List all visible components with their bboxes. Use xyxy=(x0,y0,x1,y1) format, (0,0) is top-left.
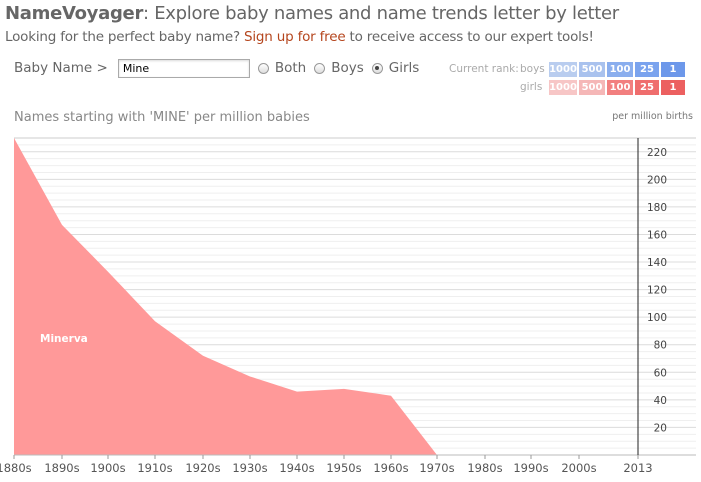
x-tick-label[interactable]: 1980s xyxy=(467,461,502,475)
x-tick-label[interactable]: 1960s xyxy=(373,461,408,475)
rank-box-boys-500[interactable]: 500 xyxy=(579,62,605,77)
y-tick-label: 180 xyxy=(647,202,667,214)
x-tick-label[interactable]: 1920s xyxy=(185,461,220,475)
x-tick-label[interactable]: 1890s xyxy=(44,461,79,475)
radio-both-icon[interactable] xyxy=(257,62,269,74)
rank-box-boys-1[interactable]: 1 xyxy=(661,62,685,77)
rank-row-label-girls: girls xyxy=(520,81,543,93)
series-label-minerva[interactable]: Minerva xyxy=(40,333,88,345)
y-tick-label: 60 xyxy=(654,367,667,379)
x-tick-label[interactable]: 1970s xyxy=(419,461,454,475)
radio-boys-icon[interactable] xyxy=(314,62,326,74)
y-tick-label: 160 xyxy=(647,229,667,241)
chart-title: Names starting with 'MINE' per million b… xyxy=(14,110,310,125)
x-tick-label[interactable]: 1910s xyxy=(137,461,172,475)
signup-link[interactable]: Sign up for free xyxy=(244,29,346,45)
x-tick-label[interactable]: 1940s xyxy=(279,461,314,475)
rank-box-girls-500[interactable]: 500 xyxy=(579,80,605,95)
y-tick-label: 20 xyxy=(654,422,667,434)
y-tick-label: 120 xyxy=(647,285,667,297)
radio-boys-label: Boys xyxy=(331,60,364,76)
radio-boys[interactable]: Boys xyxy=(314,60,364,76)
area-series-minerva[interactable] xyxy=(14,138,638,455)
subtitle-text-before: Looking for the perfect baby name? xyxy=(5,29,245,45)
search-controls: Baby Name > Both Boys Girls xyxy=(14,57,419,79)
x-tick-label[interactable]: 1900s xyxy=(90,461,125,475)
rank-box-girls-1000[interactable]: 1000 xyxy=(549,80,577,95)
x-tick-label[interactable]: 2013 xyxy=(623,461,652,475)
title-text: : Explore baby names and name trends let… xyxy=(143,3,619,24)
chart-unit-label: per million births xyxy=(612,111,693,122)
rank-box-girls-100[interactable]: 100 xyxy=(607,80,633,95)
y-tick-label: 100 xyxy=(647,312,667,324)
y-tick-label: 200 xyxy=(647,174,667,186)
radio-girls-icon[interactable] xyxy=(371,62,383,74)
subtitle-text-after: to receive access to our expert tools! xyxy=(345,29,594,45)
y-tick-label: 40 xyxy=(654,395,667,407)
radio-girls-label: Girls xyxy=(388,60,420,76)
baby-name-label: Baby Name > xyxy=(14,60,108,76)
current-rank-label: Current rank: xyxy=(449,63,519,75)
y-tick-label: 220 xyxy=(647,147,667,159)
rank-box-boys-100[interactable]: 100 xyxy=(607,62,633,77)
rank-box-boys-25[interactable]: 25 xyxy=(635,62,659,77)
rank-box-girls-1[interactable]: 1 xyxy=(661,80,685,95)
x-tick-label[interactable]: 1880s xyxy=(0,461,32,475)
radio-girls[interactable]: Girls xyxy=(371,60,420,76)
subtitle: Looking for the perfect baby name? Sign … xyxy=(5,29,594,45)
brand-name: NameVoyager xyxy=(5,3,144,24)
page-title: NameVoyager: Explore baby names and name… xyxy=(5,3,619,24)
y-tick-label: 140 xyxy=(647,257,667,269)
radio-both-label: Both xyxy=(274,60,307,76)
rank-box-boys-1000[interactable]: 1000 xyxy=(549,62,577,77)
x-tick-label[interactable]: 1950s xyxy=(326,461,361,475)
x-tick-label[interactable]: 1930s xyxy=(232,461,267,475)
radio-both[interactable]: Both xyxy=(257,60,307,76)
baby-name-input[interactable] xyxy=(117,58,250,78)
rank-row-label-boys: boys xyxy=(520,63,545,75)
y-tick-label: 80 xyxy=(654,340,667,352)
rank-box-girls-25[interactable]: 25 xyxy=(635,80,659,95)
x-tick-label[interactable]: 2000s xyxy=(561,461,596,475)
x-tick-label[interactable]: 1990s xyxy=(513,461,548,475)
